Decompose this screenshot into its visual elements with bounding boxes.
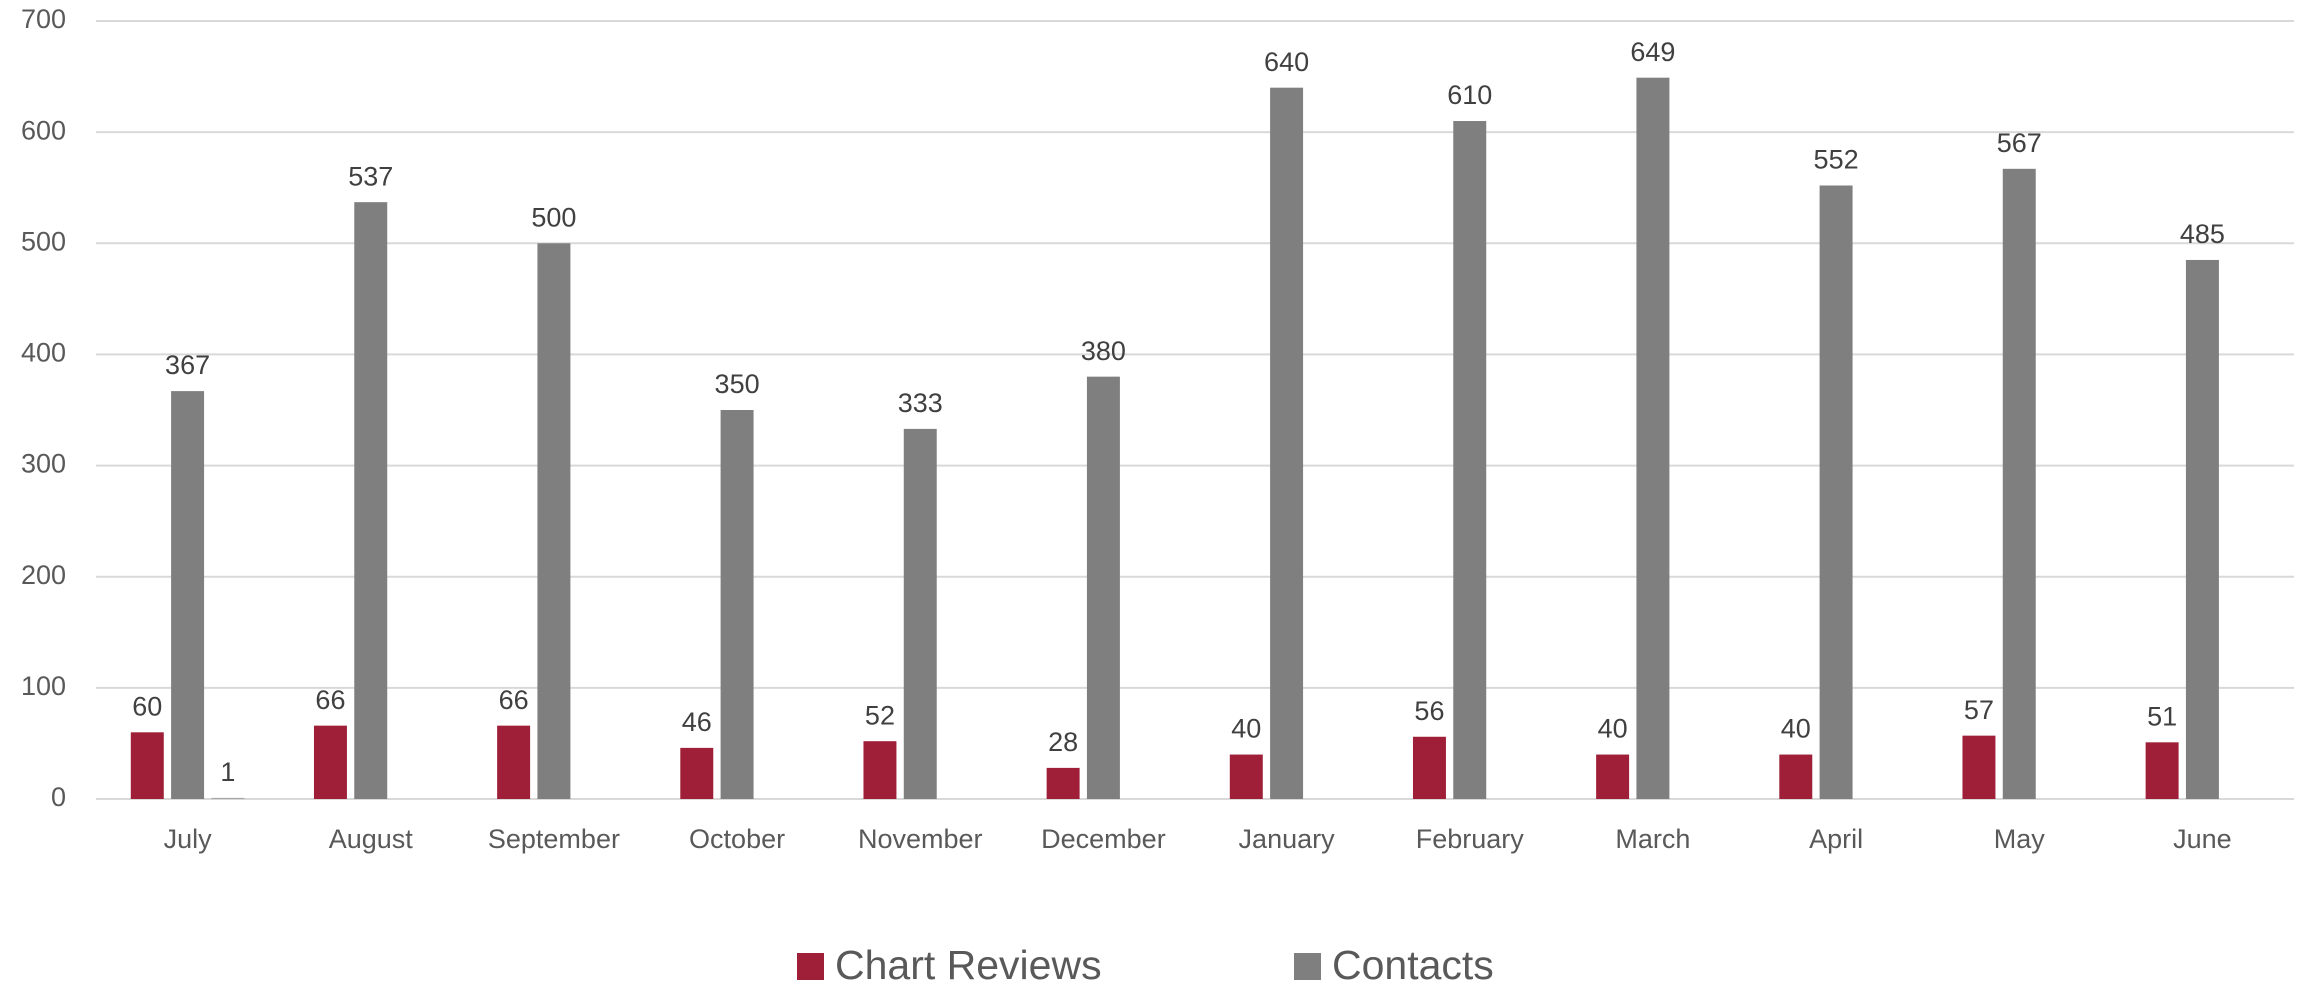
bar [903, 428, 937, 799]
data-label: 66 [499, 685, 529, 715]
legend-swatch [1294, 953, 1321, 980]
y-tick-label: 100 [21, 671, 66, 701]
bar [1596, 754, 1630, 799]
bar [354, 202, 388, 800]
x-tick-label: July [164, 824, 213, 854]
bar [863, 741, 897, 799]
bar [1412, 736, 1446, 799]
x-tick-label: May [1994, 824, 2046, 854]
data-label: 610 [1447, 80, 1492, 110]
bar [1270, 87, 1304, 799]
bar [497, 725, 531, 799]
data-label: 57 [1964, 695, 1994, 725]
data-label: 649 [1630, 37, 1675, 67]
x-tick-label: June [2173, 824, 2232, 854]
bar [2185, 259, 2219, 799]
data-label: 40 [1598, 714, 1628, 744]
data-label: 500 [531, 202, 576, 232]
data-label: 485 [2180, 219, 2225, 249]
data-label: 66 [315, 685, 345, 715]
data-label: 333 [898, 388, 943, 418]
bar [1229, 754, 1263, 799]
data-label: 60 [132, 691, 162, 721]
bar [2145, 742, 2179, 799]
bar [2002, 168, 2036, 799]
legend-swatch [797, 953, 824, 980]
x-tick-label: December [1041, 824, 1166, 854]
bar [720, 410, 754, 799]
data-label: 52 [865, 700, 895, 730]
bar [130, 732, 164, 799]
bar [211, 797, 245, 799]
x-tick-label: April [1809, 824, 1863, 854]
data-label: 640 [1264, 47, 1309, 77]
data-label: 350 [715, 369, 760, 399]
y-tick-label: 300 [21, 449, 66, 479]
bar [1086, 376, 1120, 799]
bar [680, 747, 714, 799]
legend-label: Chart Reviews [835, 942, 1102, 987]
bar [1636, 77, 1670, 799]
data-label: 56 [1414, 696, 1444, 726]
data-label: 40 [1231, 714, 1261, 744]
y-tick-label: 200 [21, 560, 66, 590]
data-label: 367 [165, 350, 210, 380]
data-label: 380 [1081, 336, 1126, 366]
y-tick-label: 700 [21, 4, 66, 34]
bar [1962, 735, 1996, 799]
data-label: 1 [220, 757, 235, 787]
data-label: 28 [1048, 727, 1078, 757]
x-tick-label: January [1239, 824, 1336, 854]
y-tick-label: 400 [21, 338, 66, 368]
x-tick-label: October [689, 824, 785, 854]
x-tick-label: March [1615, 824, 1690, 854]
y-tick-label: 0 [51, 782, 66, 812]
bar [1819, 185, 1853, 799]
y-tick-label: 500 [21, 226, 66, 256]
data-label: 537 [348, 161, 393, 191]
bar [313, 725, 347, 799]
bar [1779, 754, 1813, 799]
y-tick-label: 600 [21, 115, 66, 145]
bar [171, 391, 205, 799]
data-label: 40 [1781, 714, 1811, 744]
x-tick-label: August [329, 824, 414, 854]
data-label: 552 [1814, 145, 1859, 175]
data-label: 46 [682, 707, 712, 737]
legend-label: Contacts [1332, 942, 1494, 987]
x-tick-label: November [858, 824, 983, 854]
bar [537, 243, 571, 800]
data-label: 51 [2147, 701, 2177, 731]
bar [1453, 121, 1487, 800]
bar [1046, 767, 1080, 799]
x-tick-label: February [1416, 824, 1525, 854]
x-tick-label: September [488, 824, 620, 854]
data-label: 567 [1997, 128, 2042, 158]
